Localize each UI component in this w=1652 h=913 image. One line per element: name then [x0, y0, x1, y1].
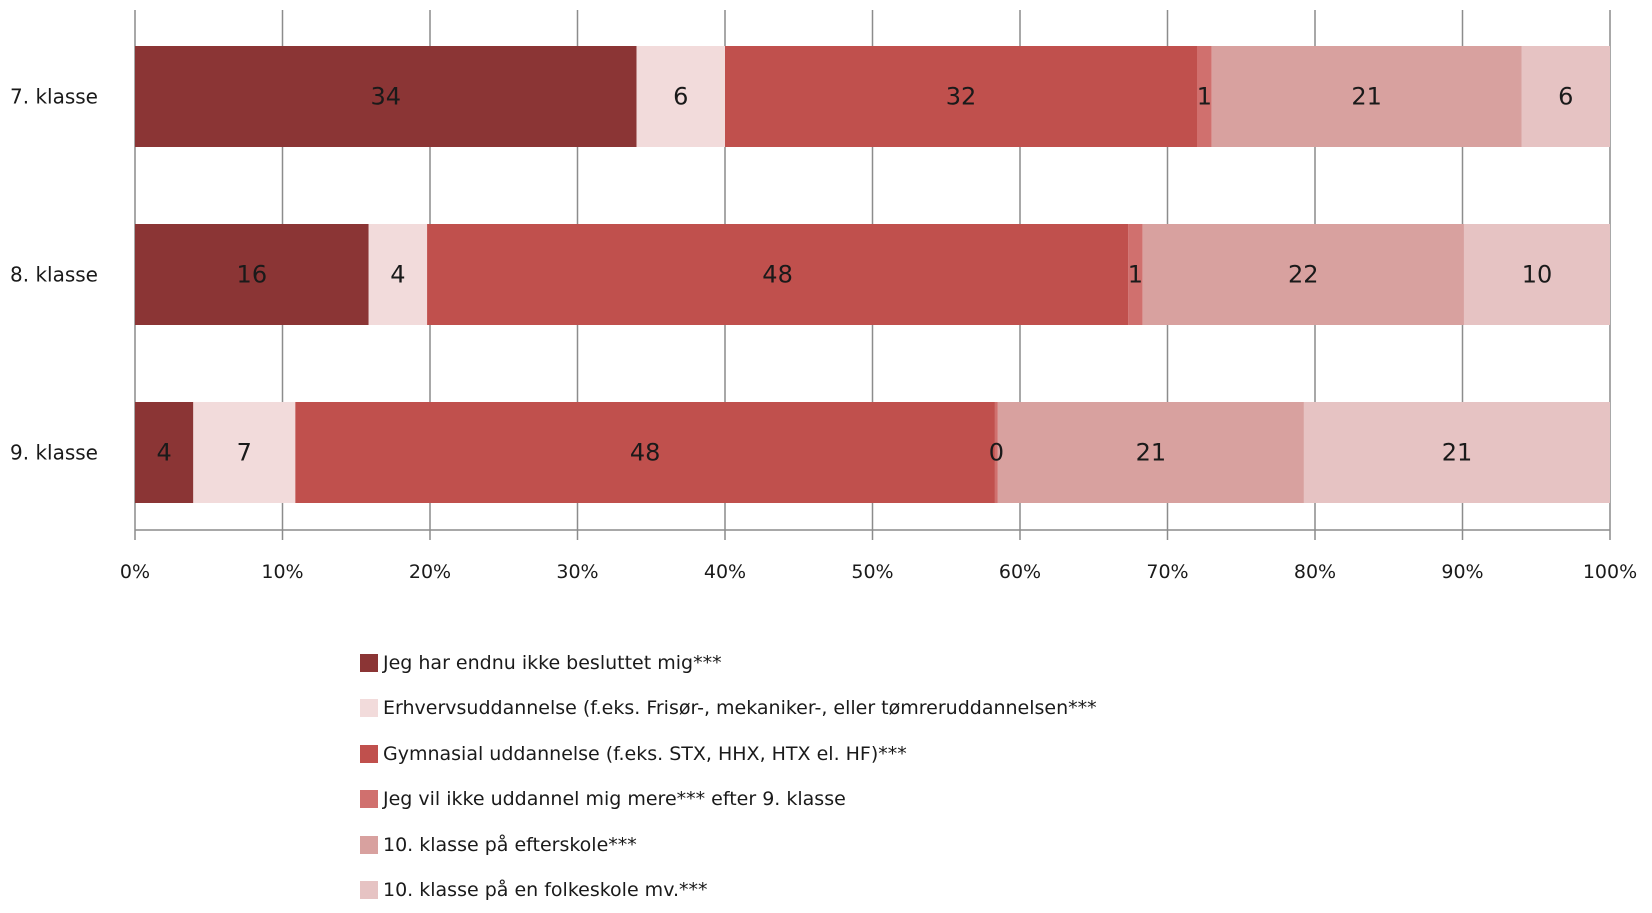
- x-tick-label: 40%: [704, 561, 746, 583]
- data-label: 6: [673, 83, 688, 111]
- category-label: 7. klasse: [10, 85, 98, 109]
- legend-label: 10. klasse på en folkeskole mv.***: [383, 879, 708, 901]
- x-tick-label: 80%: [1294, 561, 1336, 583]
- legend-item: 10. klasse på en folkeskole mv.***: [360, 868, 1560, 913]
- x-tick-label: 100%: [1583, 561, 1637, 583]
- data-label: 21: [1136, 439, 1167, 467]
- legend-label: Erhvervsuddannelse (f.eks. Frisør-, meka…: [383, 697, 1097, 719]
- data-label: 0: [989, 439, 1004, 467]
- x-tick-label: 30%: [556, 561, 598, 583]
- x-tick-labels: 0% 10% 20% 30% 40% 50% 60% 70% 80% 90% 100%: [120, 561, 1637, 583]
- legend-label: Jeg har endnu ikke besluttet mig***: [383, 652, 722, 674]
- data-label: 48: [762, 261, 793, 289]
- x-tick-label: 0%: [120, 561, 150, 583]
- x-tick-label: 10%: [261, 561, 303, 583]
- data-label: 7: [237, 439, 252, 467]
- data-label: 21: [1351, 83, 1382, 111]
- x-tick-label: 60%: [999, 561, 1041, 583]
- data-label: 48: [630, 439, 661, 467]
- data-label: 16: [237, 261, 268, 289]
- legend-item: Jeg har endnu ikke besluttet mig***: [360, 640, 1560, 686]
- legend-swatch: [360, 654, 378, 672]
- data-label: 21: [1442, 439, 1473, 467]
- stacked-bar-chart: 34 6 32 1 21 6 16 4 48 1 22 10 4 7 48 0 21 21 7. klasse 8.…: [0, 0, 1652, 640]
- data-label: 34: [370, 83, 401, 111]
- legend-label: 10. klasse på efterskole***: [383, 834, 637, 856]
- data-label: 6: [1558, 83, 1573, 111]
- legend-swatch: [360, 699, 378, 717]
- x-tick-label: 50%: [851, 561, 893, 583]
- category-label: 8. klasse: [10, 263, 98, 287]
- legend-label: Gymnasial uddannelse (f.eks. STX, HHX, H…: [383, 743, 907, 765]
- legend-item: Erhvervsuddannelse (f.eks. Frisør-, meka…: [360, 686, 1560, 732]
- legend-swatch: [360, 790, 378, 808]
- data-label: 4: [157, 439, 172, 467]
- data-label: 4: [390, 261, 405, 289]
- legend-item: Jeg vil ikke uddannel mig mere*** efter …: [360, 777, 1560, 823]
- legend-item: Gymnasial uddannelse (f.eks. STX, HHX, H…: [360, 731, 1560, 777]
- category-label: 9. klasse: [10, 441, 98, 465]
- data-label: 32: [946, 83, 977, 111]
- legend-swatch: [360, 836, 378, 854]
- legend: Jeg har endnu ikke besluttet mig*** Erhve…: [360, 640, 1560, 913]
- legend-item: 10. klasse på efterskole***: [360, 822, 1560, 868]
- data-label: 10: [1522, 261, 1553, 289]
- data-label: 1: [1128, 261, 1143, 289]
- legend-swatch: [360, 745, 378, 763]
- data-label: 22: [1288, 261, 1319, 289]
- data-label: 1: [1197, 83, 1212, 111]
- x-tick-label: 20%: [409, 561, 451, 583]
- bar-segments: [135, 46, 1610, 503]
- x-tick-label: 70%: [1146, 561, 1188, 583]
- x-tick-label: 90%: [1441, 561, 1483, 583]
- category-labels: 7. klasse 8. klasse 9. klasse: [10, 85, 98, 465]
- legend-label: Jeg vil ikke uddannel mig mere*** efter …: [383, 788, 846, 810]
- legend-swatch: [360, 881, 378, 899]
